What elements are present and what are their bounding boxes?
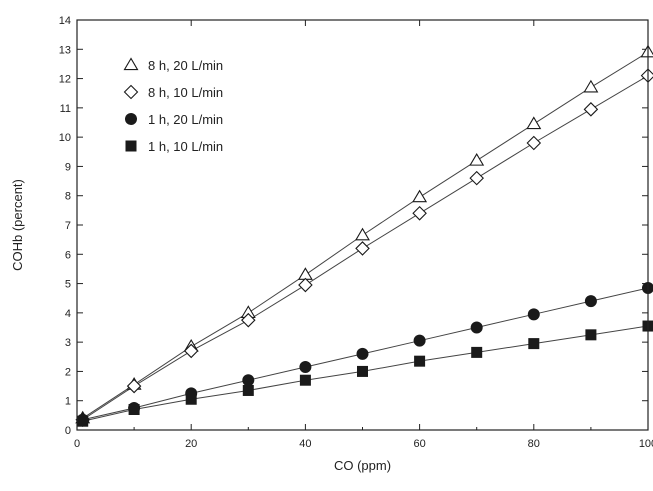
data-point-0-5 — [355, 227, 370, 241]
y-tick-label: 6 — [65, 249, 71, 261]
legend-label-2: 1 h, 20 L/min — [148, 112, 223, 127]
y-axis-label: COHb (percent) — [10, 179, 25, 271]
legend-marker-0 — [123, 57, 139, 71]
data-point-1-5 — [355, 241, 370, 256]
data-point-1-2 — [183, 343, 199, 359]
data-point-3-8 — [528, 338, 540, 350]
y-tick-label: 12 — [59, 74, 71, 86]
data-point-1-9 — [583, 102, 599, 117]
data-point-2-6 — [413, 334, 426, 347]
x-axis-label: CO (ppm) — [334, 458, 391, 473]
data-point-3-7 — [471, 346, 483, 358]
legend-marker-2 — [125, 113, 137, 125]
y-tick-label: 13 — [59, 44, 71, 56]
data-point-3-4 — [299, 374, 311, 386]
data-point-2-7 — [470, 321, 483, 334]
data-point-3-3 — [242, 384, 254, 396]
data-point-0-4 — [297, 267, 313, 280]
y-tick-label: 11 — [60, 103, 71, 115]
y-tick-label: 10 — [59, 132, 71, 144]
data-point-1-6 — [412, 206, 427, 221]
data-point-0-8 — [526, 116, 542, 130]
legend-label-0: 8 h, 20 L/min — [148, 58, 223, 73]
x-tick-label: 100 — [639, 438, 653, 450]
plot-border — [76, 19, 649, 431]
data-point-1-10 — [640, 68, 653, 83]
data-point-0-6 — [412, 189, 428, 203]
y-tick-label: 3 — [65, 337, 71, 349]
x-tick-label: 20 — [185, 438, 197, 450]
data-point-1-4 — [298, 277, 313, 293]
y-tick-label: 1 — [65, 396, 71, 408]
data-point-1-3 — [241, 312, 256, 328]
data-point-0-7 — [469, 152, 485, 166]
x-tick-label: 80 — [528, 438, 540, 450]
data-point-0-9 — [583, 79, 599, 93]
x-tick-label: 60 — [413, 438, 425, 450]
data-point-2-8 — [527, 308, 540, 321]
legend-label-3: 1 h, 10 L/min — [148, 139, 223, 154]
y-tick-label: 14 — [59, 15, 71, 27]
data-point-1-1 — [126, 378, 142, 394]
data-point-3-5 — [357, 365, 368, 377]
data-point-3-2 — [185, 393, 197, 405]
y-tick-label: 5 — [65, 279, 71, 291]
y-tick-label: 8 — [65, 191, 71, 203]
data-point-3-6 — [414, 355, 426, 367]
legend: 8 h, 20 L/min 8 h, 10 L/min 1 h, 20 L/min 1… — [123, 57, 223, 154]
legend-marker-1 — [123, 84, 139, 100]
data-point-2-4 — [299, 361, 312, 374]
data-point-3-9 — [585, 329, 597, 341]
y-tick-label: 2 — [65, 366, 71, 378]
data-point-2-9 — [584, 295, 597, 308]
data-point-1-7 — [469, 170, 484, 186]
data-point-2-5 — [356, 347, 369, 360]
data-point-3-0 — [77, 415, 89, 427]
legend-marker-3 — [125, 140, 137, 152]
y-tick-label: 0 — [65, 425, 71, 437]
x-tick-label: 0 — [74, 438, 80, 450]
axis-ticks: 02040608010001234567891011121314 — [59, 15, 653, 450]
data-point-0-10 — [640, 44, 653, 58]
data-point-3-1 — [128, 404, 140, 415]
legend-label-1: 8 h, 10 L/min — [148, 85, 223, 100]
y-tick-label: 9 — [65, 161, 71, 173]
data-point-1-8 — [526, 135, 542, 151]
plot-frame — [76, 19, 649, 431]
y-tick-label: 4 — [65, 308, 71, 320]
y-tick-label: 7 — [65, 220, 71, 232]
data-point-2-3 — [242, 374, 255, 387]
x-tick-label: 40 — [299, 438, 311, 450]
